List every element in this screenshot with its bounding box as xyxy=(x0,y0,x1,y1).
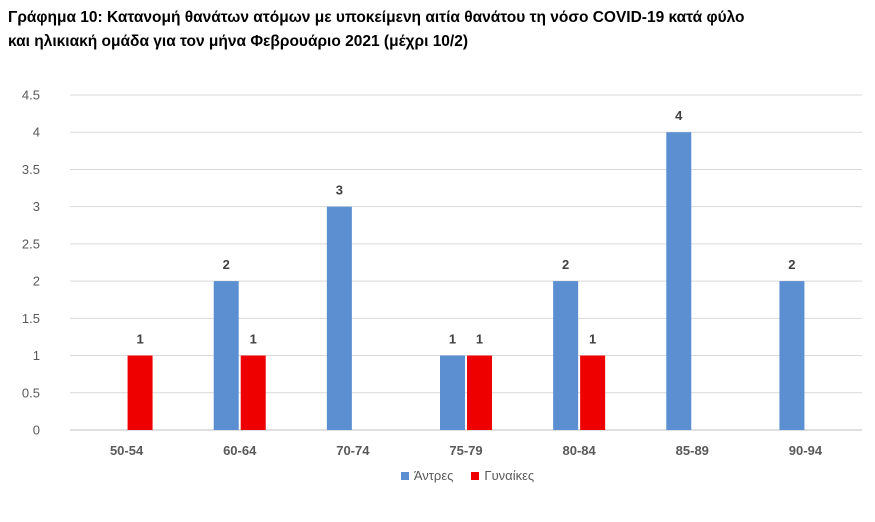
legend-label-men: Άντρες xyxy=(413,468,454,483)
chart-title-line-1: Γράφημα 10: Κατανομή θανάτων ατόμων με υ… xyxy=(8,9,745,26)
data-label: 3 xyxy=(336,183,343,198)
legend-swatch-women xyxy=(471,471,480,480)
legend-item-men: Άντρες xyxy=(341,468,454,483)
x-tick-label: 75-79 xyxy=(449,443,482,458)
bar-men xyxy=(326,206,352,430)
data-label: 2 xyxy=(223,257,230,272)
bar-men xyxy=(213,281,239,430)
bar-women xyxy=(240,355,266,430)
y-tick-label: 0 xyxy=(33,423,40,438)
y-tick-label: 3 xyxy=(33,199,40,214)
data-label: 1 xyxy=(476,332,483,347)
x-tick-label: 70-74 xyxy=(336,443,370,458)
legend-swatch-men xyxy=(400,471,409,480)
y-tick-label: 1.5 xyxy=(22,311,40,326)
x-tick-label: 50-54 xyxy=(110,443,144,458)
x-axis-labels: 50-54 60-64 70-74 75-79 80-84 85-89 90-94 xyxy=(110,443,823,458)
legend-item-women: Γυναίκες xyxy=(471,468,534,483)
data-label: 1 xyxy=(449,332,456,347)
y-tick-label: 3.5 xyxy=(22,162,40,177)
x-tick-label: 60-64 xyxy=(223,443,257,458)
data-label: 2 xyxy=(562,257,569,272)
legend-label-women: Γυναίκες xyxy=(484,468,535,483)
y-tick-label: 1 xyxy=(33,348,40,363)
grid-lines xyxy=(70,94,862,431)
bar-men xyxy=(779,281,805,430)
x-tick-label: 85-89 xyxy=(676,443,709,458)
bar-women xyxy=(467,355,492,430)
bar-women xyxy=(127,355,153,430)
x-tick-label: 80-84 xyxy=(563,443,597,458)
data-label: 1 xyxy=(589,332,596,347)
bar-men xyxy=(440,355,465,430)
chart-title-line-2: και ηλικιακή ομάδα για τον μήνα Φεβρουάρ… xyxy=(8,33,469,50)
y-tick-label: 2 xyxy=(33,274,40,289)
bar-women xyxy=(580,355,606,430)
bar-men xyxy=(553,281,579,430)
y-tick-label: 2.5 xyxy=(22,236,40,251)
data-label: 1 xyxy=(250,332,257,347)
data-labels: 1 2 1 3 1 1 2 1 4 2 xyxy=(136,108,795,346)
y-tick-label: 4.5 xyxy=(22,88,40,103)
y-tick-label: 4 xyxy=(33,125,40,140)
data-label: 1 xyxy=(136,332,143,347)
y-tick-label: 0.5 xyxy=(22,385,40,400)
legend: Άντρες Γυναίκες xyxy=(0,468,875,483)
data-label: 4 xyxy=(675,108,683,123)
bar-men xyxy=(666,132,692,430)
bars xyxy=(127,132,805,430)
data-label: 2 xyxy=(788,257,795,272)
x-tick-label: 90-94 xyxy=(789,443,823,458)
y-axis-ticks: 0 0.5 1 1.5 2 2.5 3 3.5 4 4.5 xyxy=(22,88,40,438)
chart-title: Γράφημα 10: Κατανομή θανάτων ατόμων με υ… xyxy=(8,6,870,54)
